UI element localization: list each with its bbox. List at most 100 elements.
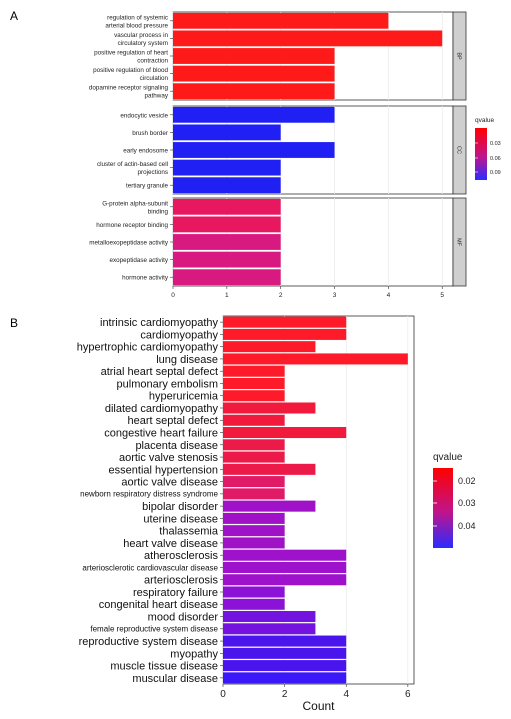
bar [223,439,285,451]
legend-tick-label: 0.09 [490,170,501,176]
category-label: dopamine receptor signaling [89,85,169,92]
legend-tick-label: 0.03 [458,498,476,508]
category-label: congestive heart failure [104,427,218,439]
bar [223,525,285,537]
category-label: heart septal defect [127,415,218,427]
bar [173,234,281,250]
bar [173,106,335,123]
x-tick-label: 1 [225,292,229,299]
facet-strip-label: MF [456,238,462,247]
category-label: binding [148,208,169,215]
category-label: placenta disease [135,440,218,452]
category-label: hormone activity [122,275,169,282]
bar [223,611,316,623]
facet-strip-label: BP [456,52,462,60]
bar [223,316,347,328]
category-label: hyperuricemia [149,391,219,403]
bar [173,216,281,233]
x-tick-label: 3 [333,292,337,299]
facet-strip-mf [452,197,467,287]
x-tick-label: 2 [282,689,288,700]
bar [223,463,316,475]
x-tick-label: 4 [343,689,349,700]
category-label: muscular disease [132,673,218,685]
category-label: projections [138,169,168,176]
bar [223,488,285,500]
bar [223,414,285,426]
chart-panel-b: intrinsic cardiomyopathycardiomyopathyhy… [77,315,476,713]
bar [223,598,285,610]
bar [173,159,281,176]
x-tick-label: 2 [279,292,283,299]
bar [173,142,335,158]
category-label: vascular process in [114,32,168,39]
bar [223,427,347,439]
bar [223,328,347,340]
bar [223,586,285,598]
bar [173,269,281,286]
bar [173,30,443,47]
category-label: circulatory system [118,40,168,47]
category-label: hormone receptor binding [96,222,168,229]
category-label: hypertrophic cardiomyopathy [77,342,219,354]
bar [223,537,285,549]
bar [223,512,285,524]
bar [223,647,347,659]
bar [173,177,281,194]
legend-tick-label: 0.04 [458,521,476,531]
legend-tick-label: 0.02 [458,476,476,486]
legend-tick-label: 0.06 [490,156,501,162]
category-label: positive regulation of blood [93,67,168,74]
bar [223,451,285,463]
category-label: contraction [137,58,168,65]
category-label: reproductive system disease [79,636,218,648]
facet-strip-cc [452,105,467,195]
category-label: cluster of actin-based cell [97,161,168,168]
bar [173,65,335,82]
category-label: metalloexopeptidase activity [89,240,169,247]
bar [173,12,389,29]
bar [223,402,316,414]
category-label: positive regulation of heart [94,50,168,57]
panel-b-label: B [10,316,18,330]
legend-title: qvalue [475,117,495,124]
x-axis-title: Count [302,699,335,713]
category-label: mood disorder [148,611,219,623]
category-label: essential hypertension [109,464,218,476]
bar [223,635,347,647]
facet-strip-bp [452,11,467,101]
category-label: G-protein alpha-subunit [102,200,168,207]
bar [223,574,347,586]
plot-area [222,315,415,685]
legend-colorbar [433,468,453,548]
category-label: endocytic vesicle [120,112,168,119]
category-label: uterine disease [143,513,218,525]
x-tick-label: 4 [387,292,391,299]
bar [173,48,335,64]
category-label: exopeptidase activity [110,257,169,264]
category-label: muscle tissue disease [110,661,218,673]
facet-strip-label: CC [456,146,462,154]
category-label: arterial blood pressure [105,22,168,29]
bar [223,561,347,573]
category-label: brush border [132,130,168,137]
category-label: dilated cardiomyopathy [105,403,219,415]
bar [173,251,281,268]
panel-a-label: A [10,9,18,23]
category-label: arteriosclerotic cardiovascular disease [82,563,218,572]
bar [223,353,408,365]
category-label: heart valve disease [123,538,218,550]
category-label: newborn respiratory distress syndrome [80,490,218,499]
category-label: circulation [140,75,169,82]
bar [223,623,316,635]
category-label: aortic valve stenosis [119,452,219,464]
category-label: thalassemia [159,526,219,538]
x-tick-label: 5 [440,292,444,299]
category-label: female reproductive system disease [90,625,218,634]
category-label: cardiomyopathy [140,329,218,341]
bar [223,365,285,377]
category-label: arteriosclerosis [144,575,218,587]
bar [223,672,347,684]
